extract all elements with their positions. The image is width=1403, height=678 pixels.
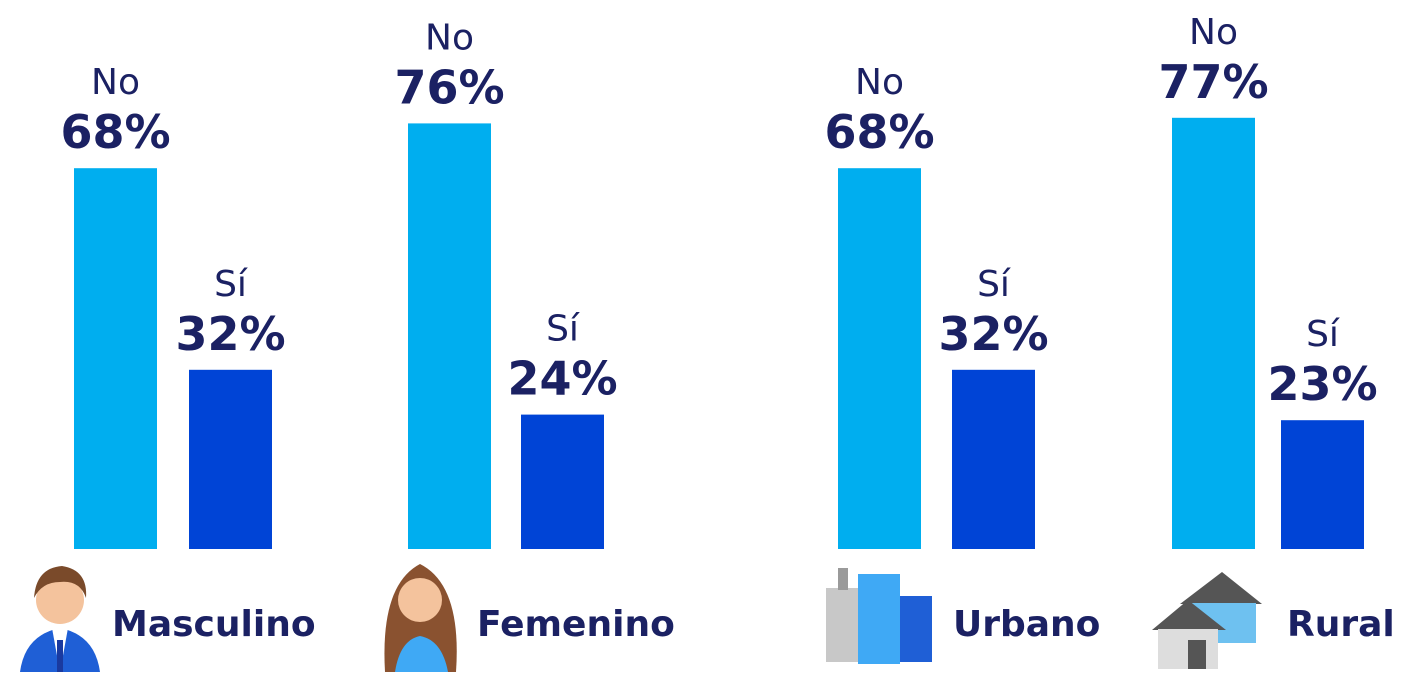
bar [952,369,1035,549]
category-label: Masculino [112,604,316,645]
series-name-label: No [1189,12,1238,53]
value-label: 76% [394,60,504,114]
series-name-label: No [91,62,140,103]
bar [74,168,157,549]
category-label: Rural [1287,604,1395,645]
series-name-label: No [425,17,474,58]
bar [838,168,921,549]
series-name-label: Sí [977,264,1011,305]
series-name-label: Sí [546,309,580,350]
icon-city [826,568,932,664]
icon-houses [1152,572,1262,669]
value-label: 24% [507,352,617,406]
series-name-label: Sí [214,264,248,305]
value-label: 68% [60,105,170,159]
series-name-label: Sí [1306,314,1340,355]
value-label: 32% [938,307,1048,361]
value-label: 77% [1158,55,1268,109]
bar [189,369,272,549]
bar [1281,420,1364,549]
value-label: 32% [175,307,285,361]
bar [521,414,604,549]
series-name-label: No [855,62,904,103]
category-label: Femenino [477,604,675,645]
icon-man [20,566,100,672]
value-label: 68% [824,105,934,159]
bar [1172,117,1255,550]
icon-woman [384,564,457,672]
bar [408,123,491,550]
value-label: 23% [1267,357,1377,411]
category-label: Urbano [953,604,1100,645]
